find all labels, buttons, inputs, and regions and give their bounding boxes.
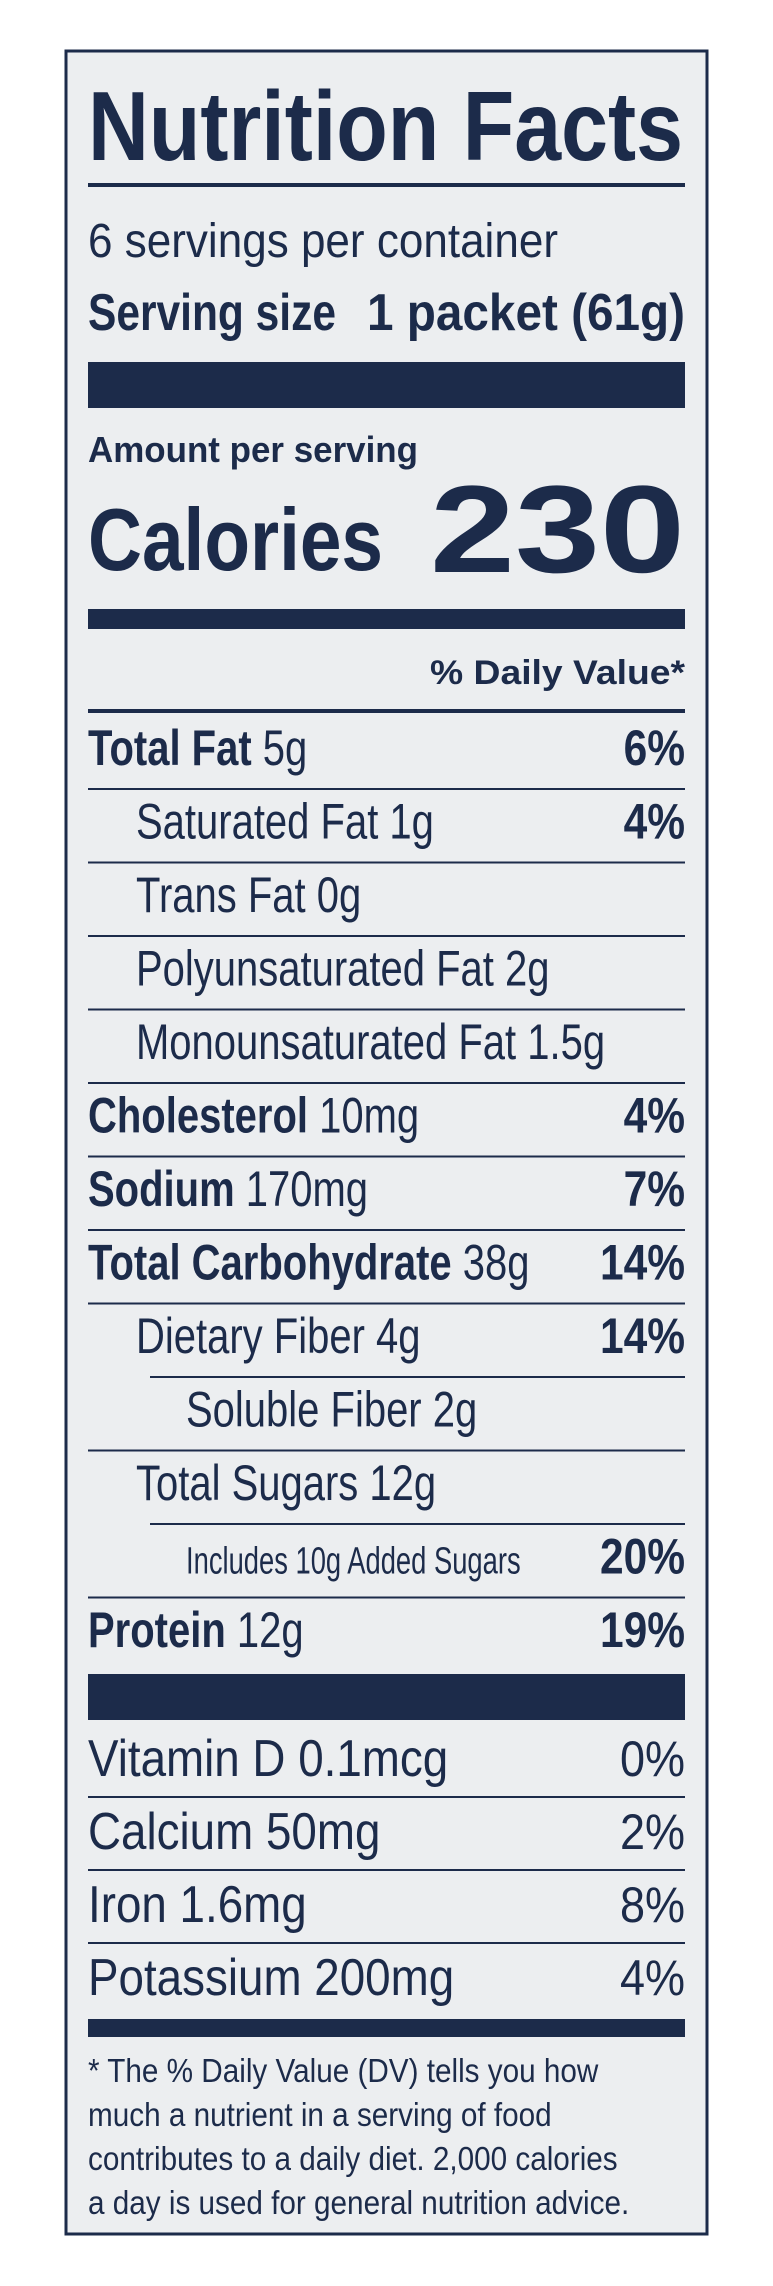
row-rule	[88, 1082, 685, 1084]
nutrient-name: Saturated Fat	[136, 793, 379, 849]
nutrient-name: Protein	[88, 1602, 226, 1658]
calories-label: Calories	[88, 490, 383, 589]
nutrient-amount: 12g	[237, 1602, 304, 1658]
row-rule	[88, 1596, 685, 1599]
nutrient-text: Trans Fat 0g	[136, 867, 361, 923]
vitamin-text: Iron 1.6mg	[88, 1876, 307, 1933]
vitamin-amount: 200mg	[314, 1949, 454, 2006]
nutrient-text: Polyunsaturated Fat 2g	[136, 940, 550, 996]
nutrient-name: Total Carbohydrate	[88, 1234, 452, 1290]
nutrient-amount: 2g	[433, 1381, 477, 1437]
vitamin-name: Potassium	[88, 1949, 302, 2006]
vitamin-dv: 0%	[620, 1732, 685, 1788]
thick-bar	[88, 1674, 685, 1720]
row-rule	[88, 1869, 685, 1871]
vitamin-name: Vitamin D	[88, 1730, 285, 1787]
nutrient-name: Sodium	[88, 1161, 235, 1217]
row-rule	[88, 1302, 685, 1305]
medium-bar	[88, 2019, 685, 2037]
nutrient-text: Protein 12g	[88, 1602, 304, 1658]
row-rule	[88, 1449, 685, 1452]
nutrient-dv: 19%	[600, 1602, 685, 1658]
row-rule	[150, 1376, 685, 1378]
nutrient-amount: 1.5g	[527, 1014, 605, 1070]
row-rule	[88, 1942, 685, 1944]
thick-bar	[88, 362, 685, 408]
dv-header: % Daily Value*	[430, 654, 686, 692]
nutrient-text: Soluble Fiber 2g	[186, 1381, 477, 1437]
nutrient-name: Soluble Fiber	[186, 1381, 422, 1437]
nutrient-dv: 14%	[600, 1308, 685, 1364]
serving-size-label: Serving size	[88, 284, 336, 342]
nutrient-text: Total Fat 5g	[88, 720, 307, 776]
nutrient-amount: 2g	[505, 940, 549, 996]
nutrient-dv: 7%	[624, 1161, 685, 1217]
nutrient-text: Saturated Fat 1g	[136, 793, 434, 849]
rule	[88, 183, 685, 187]
rule	[88, 709, 685, 713]
serving-size-value: 1 packet (61g)	[367, 284, 685, 342]
nutrient-text: Total Sugars 12g	[136, 1455, 436, 1511]
nutrient-dv: 4%	[624, 793, 685, 849]
nutrient-amount: 0g	[317, 867, 361, 923]
nutrient-name: Cholesterol	[88, 1087, 308, 1143]
footnote-line: much a nutrient in a serving of food	[88, 2097, 552, 2134]
nutrient-text: Includes 10g Added Sugars	[186, 1540, 521, 1582]
nutrient-amount: 170mg	[246, 1161, 368, 1217]
nutrient-text: Dietary Fiber 4g	[136, 1308, 420, 1364]
nutrient-name: Total Sugars	[136, 1455, 358, 1511]
vitamin-text: Potassium 200mg	[88, 1949, 454, 2006]
nutrient-name: Dietary Fiber	[136, 1308, 365, 1364]
nutrient-amount: 12g	[369, 1455, 436, 1511]
calories-value: 230	[430, 461, 685, 599]
vitamin-text: Calcium 50mg	[88, 1803, 380, 1860]
row-rule	[88, 788, 685, 790]
nutrient-dv: 14%	[600, 1234, 685, 1290]
medium-bar	[88, 609, 685, 629]
vitamin-amount: 0.1mcg	[298, 1730, 448, 1787]
nutrient-dv: 4%	[624, 1087, 685, 1143]
nutrient-dv: 20%	[600, 1528, 685, 1584]
row-rule	[88, 1155, 685, 1158]
footnote-line: * The % Daily Value (DV) tells you how	[88, 2053, 599, 2090]
nutrient-dv: 6%	[624, 720, 685, 776]
nutrient-amount: 4g	[376, 1308, 420, 1364]
vitamin-dv: 8%	[620, 1878, 685, 1934]
vitamin-text: Vitamin D 0.1mcg	[88, 1730, 448, 1787]
row-rule	[88, 1229, 685, 1231]
nutrient-amount: 38g	[463, 1234, 530, 1290]
vitamin-dv: 2%	[620, 1805, 685, 1861]
amount-per-serving: Amount per serving	[88, 429, 418, 470]
nutrient-text: Total Carbohydrate 38g	[88, 1234, 530, 1290]
vitamin-name: Calcium	[88, 1803, 253, 1860]
footnote-line: contributes to a daily diet. 2,000 calor…	[88, 2141, 618, 2178]
vitamin-amount: 50mg	[266, 1803, 380, 1860]
title: Nutrition Facts	[88, 71, 683, 181]
nutrient-text: Cholesterol 10mg	[88, 1087, 419, 1143]
nutrient-amount: 5g	[263, 720, 307, 776]
nutrient-name: Total Fat	[88, 720, 252, 776]
vitamin-amount: 1.6mg	[180, 1876, 307, 1933]
vitamin-dv: 4%	[620, 1951, 685, 2007]
servings: 6 servings per container	[88, 215, 558, 268]
nutrient-name: Polyunsaturated Fat	[136, 940, 494, 996]
nutrient-name: Monounsaturated Fat	[136, 1014, 517, 1070]
row-rule	[88, 1796, 685, 1798]
footnote-line: a day is used for general nutrition advi…	[88, 2185, 629, 2222]
row-rule	[88, 935, 685, 937]
row-rule	[88, 1008, 685, 1011]
nutrient-text: Monounsaturated Fat 1.5g	[136, 1014, 605, 1070]
nutrient-amount: 1g	[389, 793, 433, 849]
nutrient-name: Includes 10g Added Sugars	[186, 1540, 521, 1582]
nutrient-text: Sodium 170mg	[88, 1161, 368, 1217]
nutrient-name: Trans Fat	[136, 867, 306, 923]
row-rule	[88, 861, 685, 864]
vitamin-name: Iron	[88, 1876, 167, 1933]
row-rule	[150, 1523, 685, 1525]
nutrient-amount: 10mg	[319, 1087, 419, 1143]
